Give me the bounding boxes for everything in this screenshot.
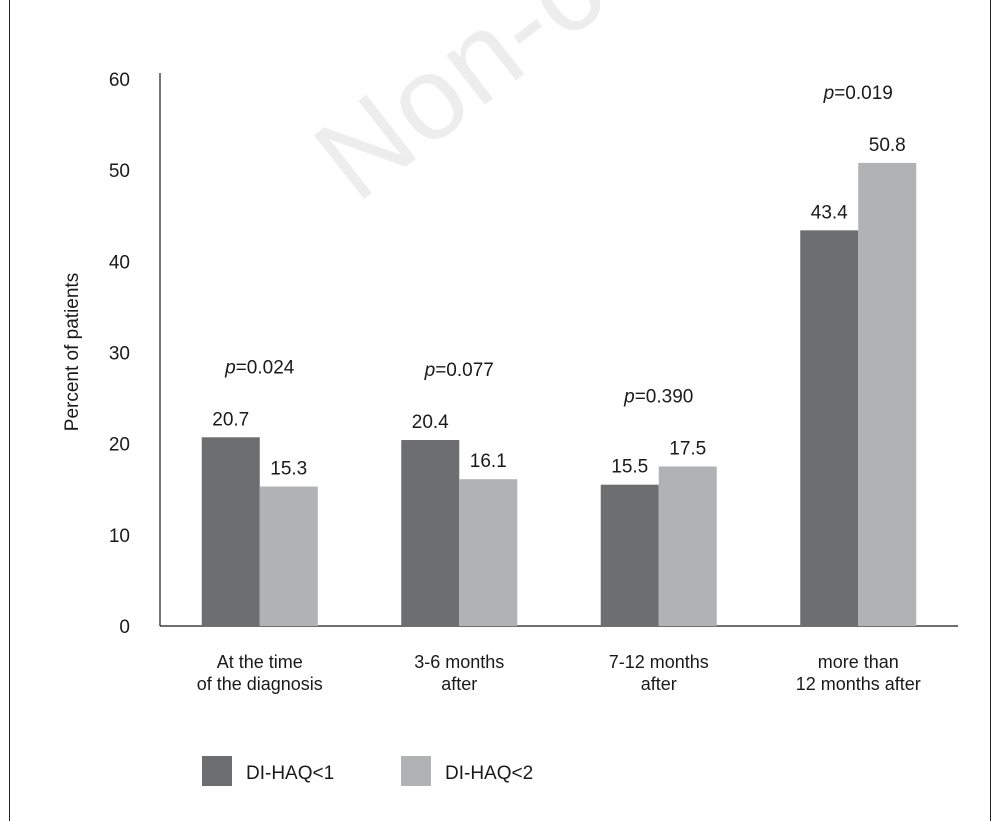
x-tick-label: more than [818,652,899,672]
p-value-label: p=0.019 [823,83,893,104]
x-tick-label: 7-12 months [609,652,709,672]
y-axis-label: Percent of patients [62,273,83,431]
data-label: 20.4 [412,412,449,433]
x-tick-label: after [441,674,477,694]
y-tick-label: 60 [109,70,130,91]
bar [658,466,717,626]
legend-label: DI-HAQ<2 [445,763,533,784]
legend-swatch [401,756,431,786]
y-tick-label: 10 [109,526,130,547]
data-label: 20.7 [212,409,249,430]
y-tick-label: 50 [109,161,130,182]
p-value-label: p=0.077 [424,360,494,381]
bar [600,484,659,626]
data-label: 43.4 [811,202,848,223]
p-value-label: p=0.390 [623,386,693,407]
x-tick-label: 12 months after [796,674,921,694]
y-tick-label: 20 [109,435,130,456]
bars [201,162,917,626]
legend: DI-HAQ<1 DI-HAQ<2 [202,756,533,786]
figure-frame [9,0,991,821]
data-label: 16.1 [470,451,507,472]
x-tick-label: after [641,674,677,694]
x-tick-label: 3-6 months [414,652,504,672]
data-label: 17.5 [669,438,706,459]
data-label: 50.8 [869,135,906,156]
data-label: 15.5 [611,457,648,478]
bar [401,440,460,626]
p-value-label: p=0.024 [224,357,295,378]
bar [201,437,260,626]
data-label: 15.3 [270,459,307,480]
x-tick-label: of the diagnosis [197,674,323,694]
y-tick-label: 40 [109,252,130,273]
x-tick-label: At the time [217,652,303,672]
legend-label: DI-HAQ<1 [246,763,334,784]
y-tick-label: 30 [109,344,130,365]
bar [858,162,917,626]
legend-swatch [202,756,232,786]
bar [800,230,859,626]
y-tick-label: 0 [119,617,130,638]
bar [259,486,318,626]
bar [459,479,518,626]
